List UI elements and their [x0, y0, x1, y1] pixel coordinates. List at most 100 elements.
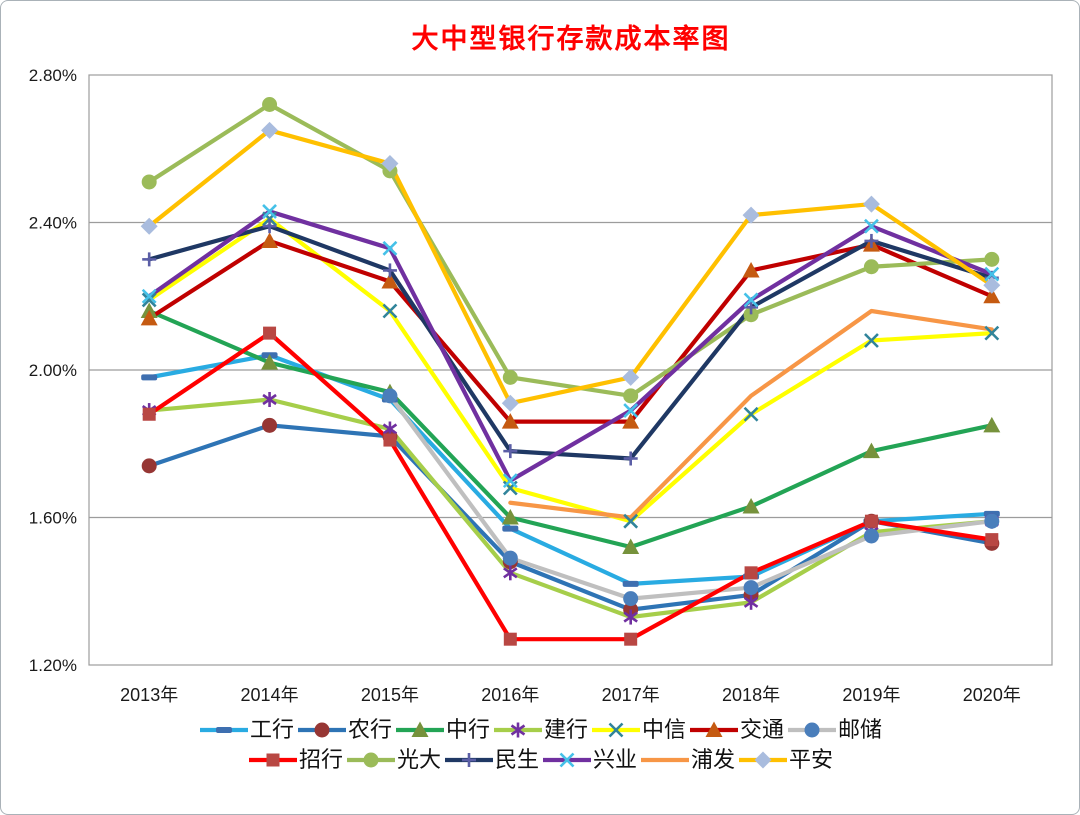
- legend-swatch-icon: [641, 757, 690, 763]
- legend-item: 民生: [443, 746, 539, 774]
- series-marker-circle-icon: [502, 369, 518, 385]
- series-line: [147, 238, 994, 424]
- series-line: [147, 209, 994, 483]
- series-marker-triangle-icon: [742, 497, 760, 514]
- series-marker-circle-icon: [363, 752, 379, 768]
- series-line: [147, 224, 994, 461]
- series-line: [147, 423, 994, 612]
- legend-item: 中行: [394, 716, 490, 744]
- series-marker-asterisk-icon: [382, 423, 398, 435]
- series-marker-triangle-icon: [622, 538, 640, 554]
- series-marker-triangle-icon: [983, 287, 1001, 304]
- series-marker-triangle-icon: [742, 261, 760, 278]
- legend-item: 中信: [590, 716, 686, 744]
- series-marker-x-icon: [984, 266, 1000, 282]
- legend-label: 平安: [789, 747, 834, 772]
- legend-label: 浦发: [691, 747, 736, 772]
- series-marker-square-icon: [985, 533, 999, 547]
- series-line: [147, 102, 994, 398]
- legend-item: 招行: [247, 746, 343, 774]
- series-marker-diamond-icon: [862, 195, 880, 213]
- series-marker-triangle-icon: [261, 232, 279, 248]
- chart-plot-area: 2.80% 2.40% 2.00% 1.60% 1.20% 2013年 2014年 2015年…: [29, 66, 1053, 705]
- legend-item: 农行: [296, 716, 392, 744]
- series-marker-triangle-icon: [140, 309, 158, 326]
- series-line: [147, 128, 994, 406]
- legend-label: 兴业: [593, 747, 638, 772]
- legend-swatch-icon: [199, 727, 248, 733]
- series-marker-square-icon: [864, 514, 878, 528]
- y-axis-label: 1.60%: [29, 509, 77, 528]
- series-marker-x-icon: [559, 752, 575, 768]
- series-marker-x-icon: [623, 403, 639, 418]
- legend-label: 工行: [249, 717, 294, 742]
- series-marker-asterisk-icon: [510, 724, 526, 736]
- series-marker-x-icon: [382, 240, 398, 256]
- legend-swatch-icon: [493, 722, 542, 738]
- series-marker-triangle-icon: [501, 509, 519, 525]
- series-marker-x-icon: [743, 406, 759, 422]
- y-axis-label: 2.40%: [29, 214, 77, 233]
- legend-item: 浦发: [639, 746, 735, 774]
- y-axis-label: 1.20%: [29, 656, 77, 675]
- legend-label: 建行: [543, 717, 588, 742]
- series-marker-circle-icon: [262, 417, 278, 433]
- series-marker-square-icon: [263, 326, 277, 340]
- series-marker-asterisk-icon: [623, 611, 638, 623]
- series-marker-dash-icon: [141, 374, 158, 381]
- legend-swatch-icon: [788, 722, 837, 738]
- series-marker-triangle-icon: [501, 413, 519, 429]
- x-axis-label: 2020年: [963, 685, 1021, 705]
- series-marker-circle-icon: [743, 580, 759, 596]
- series-marker-triangle-icon: [381, 273, 399, 289]
- series-line: [387, 393, 994, 601]
- legend-label: 招行: [298, 747, 343, 772]
- legend-label: 中行: [445, 717, 490, 742]
- series-marker-diamond-icon: [754, 751, 772, 769]
- legend-label: 中信: [642, 717, 687, 742]
- legend-item: 建行: [492, 716, 588, 744]
- x-axis-label: 2013年: [120, 685, 178, 705]
- series-marker-circle-icon: [743, 307, 759, 323]
- legend-label: 农行: [347, 717, 392, 742]
- series-marker-x-icon: [864, 218, 879, 234]
- x-axis-label: 2017年: [602, 685, 660, 705]
- series-marker-square-icon: [503, 632, 517, 646]
- series-marker-triangle-icon: [705, 721, 723, 737]
- series-marker-x-icon: [984, 325, 1000, 341]
- series-marker-x-icon: [502, 473, 518, 489]
- series-marker-asterisk-icon: [743, 596, 759, 608]
- series-marker-x-icon: [864, 333, 879, 348]
- legend-swatch-icon: [346, 752, 395, 768]
- series-marker-circle-icon: [262, 97, 278, 112]
- series-marker-triangle-icon: [411, 721, 429, 737]
- x-axis-label: 2018年: [722, 685, 780, 705]
- series-marker-triangle-icon: [622, 413, 640, 429]
- x-axis-label: 2019年: [842, 685, 900, 705]
- series-marker-square-icon: [266, 753, 280, 767]
- series-marker-dash-icon: [622, 580, 639, 587]
- series-marker-circle-icon: [984, 513, 1000, 529]
- series-marker-dash-icon: [502, 525, 519, 532]
- legend-item: 兴业: [541, 746, 637, 774]
- series-marker-circle-icon: [863, 259, 879, 275]
- legend-swatch-icon: [543, 752, 591, 768]
- series-marker-circle-icon: [863, 528, 879, 544]
- legend-item: 平安: [737, 746, 833, 774]
- legend-item: 交通: [688, 716, 784, 744]
- series-marker-triangle-icon: [862, 442, 880, 459]
- series-marker-x-icon: [608, 722, 624, 738]
- series-marker-triangle-icon: [261, 354, 279, 370]
- series-marker-circle-icon: [141, 458, 157, 474]
- series-marker-diamond-icon: [983, 276, 1001, 294]
- y-axis-label: 2.80%: [29, 66, 77, 85]
- series-marker-asterisk-icon: [262, 393, 277, 406]
- series-marker-x-icon: [141, 288, 157, 304]
- series-marker-x-icon: [382, 303, 398, 319]
- series-marker-diamond-icon: [261, 121, 279, 139]
- x-axis-label: 2014年: [241, 685, 299, 705]
- series-marker-diamond-icon: [622, 368, 640, 386]
- legend-item: 工行: [198, 716, 294, 744]
- legend-item: 邮储: [786, 716, 882, 744]
